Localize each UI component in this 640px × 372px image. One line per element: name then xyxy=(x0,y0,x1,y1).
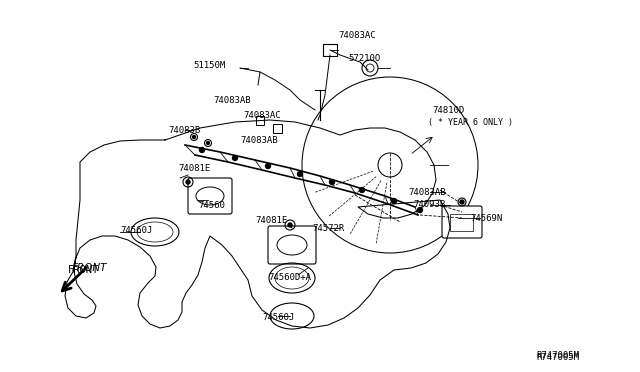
Text: 74560D+A: 74560D+A xyxy=(268,273,311,282)
Text: 74569N: 74569N xyxy=(470,214,502,222)
FancyBboxPatch shape xyxy=(451,214,474,231)
FancyBboxPatch shape xyxy=(273,124,282,132)
Text: 74560J: 74560J xyxy=(120,225,152,234)
Circle shape xyxy=(232,155,237,160)
Text: ( * YEAR 6 ONLY ): ( * YEAR 6 ONLY ) xyxy=(428,118,513,126)
Circle shape xyxy=(460,200,464,204)
Circle shape xyxy=(392,199,397,203)
Text: R747005M: R747005M xyxy=(536,352,579,360)
Circle shape xyxy=(417,208,422,212)
Circle shape xyxy=(193,135,195,138)
Text: 74081E: 74081E xyxy=(255,215,287,224)
FancyBboxPatch shape xyxy=(442,206,482,238)
FancyBboxPatch shape xyxy=(268,226,316,264)
Circle shape xyxy=(288,223,292,227)
Text: FRONT: FRONT xyxy=(72,263,108,273)
Text: 74083AB: 74083AB xyxy=(240,135,278,144)
Text: 74560: 74560 xyxy=(198,201,225,209)
Text: 51150M: 51150M xyxy=(193,61,225,70)
Circle shape xyxy=(266,164,271,169)
Text: 74083AC: 74083AC xyxy=(338,31,376,39)
Circle shape xyxy=(207,141,209,144)
Text: 74081E: 74081E xyxy=(178,164,211,173)
Circle shape xyxy=(360,187,365,192)
Text: 74093B: 74093B xyxy=(413,199,445,208)
Text: 74083AC: 74083AC xyxy=(243,110,280,119)
Circle shape xyxy=(186,180,190,184)
FancyBboxPatch shape xyxy=(255,115,264,125)
Circle shape xyxy=(200,148,205,153)
Text: FRONT: FRONT xyxy=(68,265,99,275)
Text: 74083B: 74083B xyxy=(168,125,200,135)
Text: 74810D: 74810D xyxy=(432,106,464,115)
Text: 57210O: 57210O xyxy=(348,54,380,62)
Text: 74083AB: 74083AB xyxy=(213,96,251,105)
FancyBboxPatch shape xyxy=(323,44,337,56)
Text: 74083AB: 74083AB xyxy=(408,187,445,196)
Circle shape xyxy=(330,180,335,185)
FancyBboxPatch shape xyxy=(188,178,232,214)
Circle shape xyxy=(298,171,303,176)
Text: 74572R: 74572R xyxy=(312,224,344,232)
Text: 74560J: 74560J xyxy=(262,314,294,323)
Text: R747005M: R747005M xyxy=(536,353,579,362)
